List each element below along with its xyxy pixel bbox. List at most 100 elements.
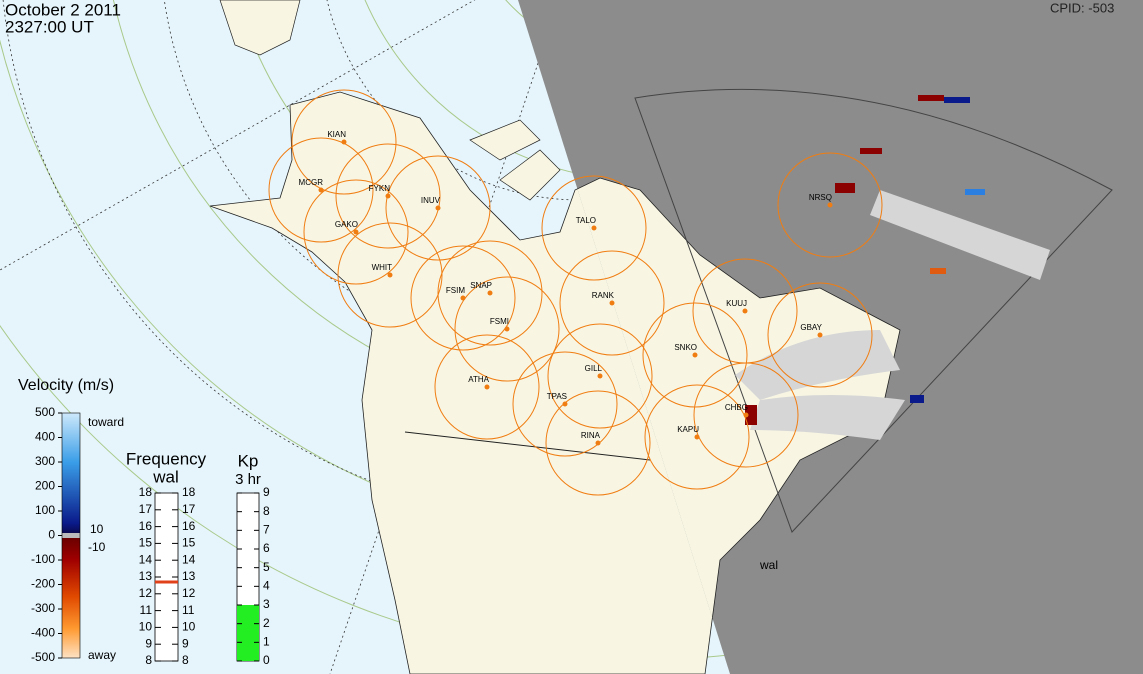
fov-circle bbox=[434, 334, 540, 440]
velocity-tick-label: -300 bbox=[31, 601, 55, 615]
kp-bar bbox=[237, 605, 259, 661]
kp-tick-label: 0 bbox=[263, 653, 270, 667]
fov-circle bbox=[454, 276, 560, 382]
fov-circle bbox=[337, 222, 443, 328]
frequency-tick-label: 9 bbox=[182, 636, 189, 650]
fov-circle bbox=[335, 143, 441, 249]
station-label: INUV bbox=[421, 196, 441, 205]
station-dot bbox=[460, 295, 466, 301]
station-dot bbox=[743, 412, 749, 418]
station-label: KIAN bbox=[327, 130, 346, 139]
station-dot bbox=[353, 229, 359, 235]
threshold-label: 10 bbox=[90, 522, 104, 536]
station-dot bbox=[387, 272, 393, 278]
station-label: TALO bbox=[576, 216, 596, 225]
station-dot bbox=[318, 187, 324, 193]
frequency-tick-label: 18 bbox=[139, 485, 153, 499]
radar-fan bbox=[634, 88, 1113, 533]
station-dot bbox=[694, 434, 700, 440]
station-dot bbox=[609, 300, 615, 306]
fov-circle bbox=[644, 384, 750, 490]
fov-circle bbox=[777, 152, 883, 258]
fov-circle bbox=[291, 89, 397, 195]
frequency-tick-label: 9 bbox=[145, 636, 152, 650]
velocity-title: Velocity (m/s) bbox=[18, 377, 114, 394]
fov-circle bbox=[410, 245, 516, 351]
toward-label: toward bbox=[88, 415, 124, 429]
fov-circle bbox=[437, 240, 543, 346]
fov-circle bbox=[547, 323, 653, 429]
station-label: MCGR bbox=[299, 178, 324, 187]
stations: KIAN MCGR FYKN INUV GAKO WHIT FSIM SNAP FSMI RANK… bbox=[268, 89, 883, 496]
station-dot bbox=[692, 352, 698, 358]
radar-label: wal bbox=[759, 558, 778, 572]
fov-circle bbox=[693, 362, 799, 468]
frequency-tick-label: 13 bbox=[139, 569, 153, 583]
echo-band bbox=[735, 95, 1050, 440]
frequency-radar: wal bbox=[152, 467, 179, 486]
frequency-tick-label: 17 bbox=[182, 502, 196, 516]
velocity-tick-label: 500 bbox=[35, 405, 55, 419]
station-dot bbox=[341, 139, 347, 145]
kp-tick-label: 5 bbox=[263, 560, 270, 574]
frequency-tick-label: 14 bbox=[139, 552, 153, 566]
away-label: away bbox=[88, 648, 116, 662]
threshold-label: -10 bbox=[88, 540, 106, 554]
fov-circle bbox=[559, 250, 665, 356]
frequency-tick-label: 12 bbox=[139, 586, 153, 600]
frequency-tick-label: 10 bbox=[139, 620, 153, 634]
velocity-tick-label: -100 bbox=[31, 552, 55, 566]
frequency-tick-label: 16 bbox=[182, 519, 196, 533]
station-label: RANK bbox=[592, 291, 615, 300]
fov-circle bbox=[541, 175, 647, 281]
kp-tick-label: 7 bbox=[263, 523, 270, 537]
fov-circle bbox=[512, 351, 618, 457]
velocity-tick-label: 300 bbox=[35, 454, 55, 468]
station-label: RINA bbox=[581, 431, 601, 440]
station-dot bbox=[595, 440, 601, 446]
station-label: GILL bbox=[585, 364, 603, 373]
station-label: GBAY bbox=[800, 323, 822, 332]
station-dot bbox=[504, 326, 510, 332]
frequency-tick-label: 11 bbox=[182, 603, 195, 617]
fov-circle bbox=[303, 179, 409, 285]
station-label: SNAP bbox=[470, 281, 492, 290]
frequency-tick-label: 8 bbox=[145, 653, 152, 667]
velocity-tick-label: 200 bbox=[35, 479, 55, 493]
station-label: FSIM bbox=[446, 286, 465, 295]
time: 2327:00 UT bbox=[5, 17, 94, 36]
station-label: KUUJ bbox=[726, 299, 747, 308]
frequency-title: Frequency bbox=[126, 449, 207, 468]
station-dot bbox=[597, 373, 603, 379]
frequency-tick-label: 15 bbox=[139, 536, 153, 550]
velocity-tick-label: -400 bbox=[31, 626, 55, 640]
station-label: TPAS bbox=[547, 392, 567, 401]
station-dot bbox=[562, 401, 568, 407]
fov-circle bbox=[545, 390, 651, 496]
station-label: WHIT bbox=[372, 263, 393, 272]
frequency-tick-label: 8 bbox=[182, 653, 189, 667]
station-dot bbox=[484, 384, 490, 390]
fov-circle bbox=[385, 155, 491, 261]
velocity-tick-label: -200 bbox=[31, 577, 55, 591]
velocity-tick-label: 400 bbox=[35, 430, 55, 444]
kp-tick-label: 3 bbox=[263, 597, 270, 611]
cpid: CPID: -503 bbox=[1050, 0, 1114, 15]
land bbox=[219, 0, 301, 56]
kp-tick-label: 8 bbox=[263, 504, 270, 518]
islands bbox=[469, 119, 561, 201]
velocity-tick-label: -500 bbox=[31, 650, 55, 664]
station-label: FSMI bbox=[490, 317, 509, 326]
fov-circle bbox=[767, 282, 873, 388]
kp-tick-label: 4 bbox=[263, 579, 270, 593]
kp-title: Kp bbox=[238, 451, 259, 470]
kp-tick-label: 9 bbox=[263, 485, 270, 499]
station-dot bbox=[487, 290, 493, 296]
border bbox=[404, 431, 651, 461]
station-dot bbox=[435, 205, 441, 211]
station-dot bbox=[742, 308, 748, 314]
frequency-tick-label: 17 bbox=[139, 502, 153, 516]
frequency-tick-label: 13 bbox=[182, 569, 196, 583]
station-label: CHBG bbox=[725, 403, 748, 412]
